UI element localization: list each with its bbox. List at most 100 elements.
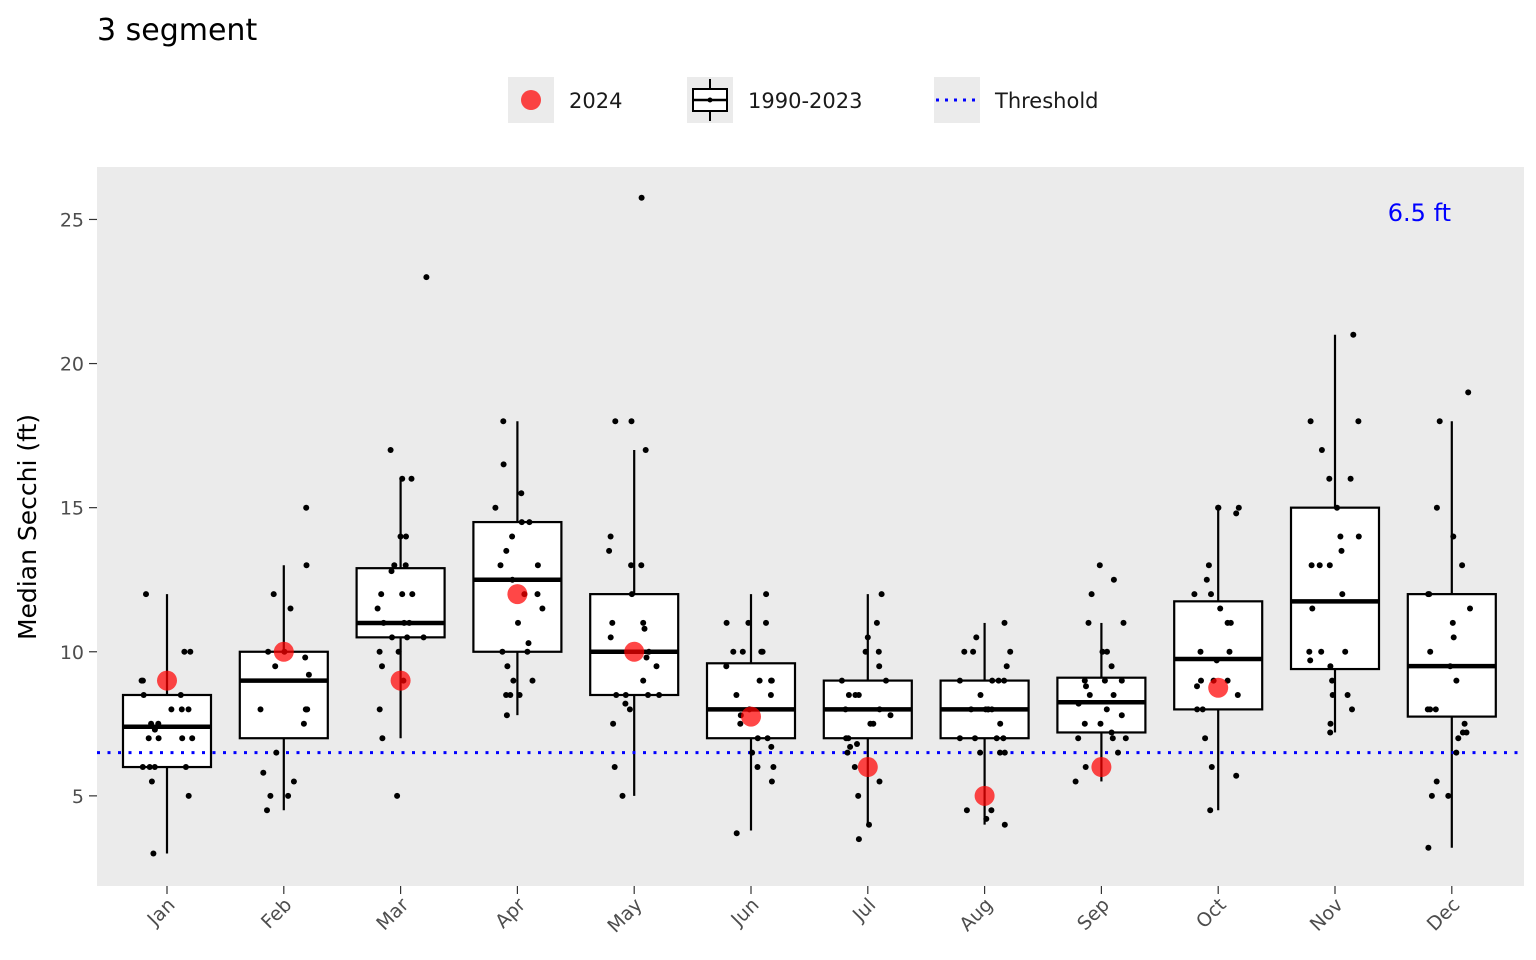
observation-point	[423, 274, 430, 281]
observation-point	[389, 634, 395, 641]
observation-point	[640, 619, 647, 626]
y-tick-label: 25	[60, 209, 84, 231]
observation-point	[847, 743, 854, 750]
observation-point	[645, 692, 651, 698]
observation-point	[1447, 663, 1454, 670]
point-2024-oct	[1208, 677, 1229, 698]
observation-point	[972, 735, 978, 742]
box-iqr	[1289, 506, 1381, 671]
observation-point	[526, 519, 533, 526]
observation-point	[265, 648, 272, 655]
observation-point	[878, 591, 885, 598]
observation-point	[1202, 735, 1209, 742]
boxplot-jul	[822, 594, 913, 825]
legend: 2024 1990-2023 Threshold	[508, 77, 1099, 123]
observation-point	[404, 634, 411, 641]
observation-point	[406, 619, 413, 626]
observation-point	[767, 692, 774, 698]
observation-point	[1306, 648, 1313, 655]
observation-point	[1433, 778, 1440, 785]
point-2024-jun	[741, 706, 761, 727]
x-tick-label: Oct	[1192, 894, 1231, 933]
observation-point	[622, 692, 629, 698]
observation-point	[420, 634, 427, 641]
observation-point	[409, 591, 416, 598]
observation-point	[1459, 729, 1466, 736]
observation-point	[1118, 712, 1125, 719]
legend-key-2024-point	[521, 90, 541, 110]
observation-point	[504, 663, 511, 670]
observation-point	[628, 562, 635, 569]
observation-point	[1096, 562, 1103, 569]
observation-point	[1449, 619, 1456, 626]
x-tick-label: Sep	[1073, 894, 1114, 935]
observation-point	[155, 720, 162, 727]
observation-point	[754, 764, 761, 770]
observation-point	[189, 735, 196, 742]
point-2024-feb	[273, 641, 294, 662]
observation-point	[376, 648, 383, 655]
observation-point	[178, 706, 185, 713]
observation-point	[1355, 418, 1362, 425]
observation-point	[303, 562, 310, 569]
observation-point	[1344, 692, 1351, 698]
observation-point	[1455, 735, 1462, 742]
observation-point	[187, 648, 194, 655]
observation-point	[1120, 619, 1127, 626]
observation-point	[977, 692, 984, 698]
observation-point	[270, 591, 277, 598]
observation-point	[645, 648, 652, 655]
y-tick-label: 20	[60, 354, 84, 376]
observation-point	[1445, 792, 1452, 799]
observation-point	[380, 619, 387, 626]
observation-point	[1097, 720, 1104, 727]
observation-point	[500, 418, 507, 425]
observation-point	[1427, 706, 1434, 713]
observation-point	[379, 735, 386, 742]
observation-point	[394, 792, 401, 799]
observation-point	[509, 576, 516, 583]
observation-point	[887, 712, 894, 719]
observation-point	[883, 677, 889, 684]
observation-point	[768, 743, 775, 750]
legend-label-1990-2023: 1990-2023	[748, 89, 862, 113]
observation-point	[267, 792, 274, 799]
observation-point	[845, 735, 852, 742]
observation-point	[875, 648, 882, 655]
observation-point	[1001, 677, 1008, 684]
legend-label-2024: 2024	[569, 89, 622, 113]
observation-point	[1103, 706, 1110, 713]
observation-point	[1001, 619, 1008, 626]
boxplot-layer	[121, 334, 1497, 854]
observation-point	[1436, 418, 1443, 425]
observation-point	[1465, 389, 1472, 396]
observation-point	[1110, 576, 1117, 583]
observation-point	[607, 533, 614, 540]
observation-point	[1316, 562, 1323, 569]
observation-point	[842, 706, 849, 713]
box-iqr	[238, 650, 329, 740]
observation-point	[185, 706, 192, 713]
observation-point	[756, 677, 763, 684]
observation-point	[140, 692, 147, 698]
observation-point	[1233, 510, 1240, 517]
observation-point	[988, 706, 995, 713]
x-axis: Jan Feb Mar Apr May Jun Jul Aug Sep Oct Nov Dec	[143, 886, 1464, 937]
boxplot-nov	[1289, 334, 1381, 733]
observation-point	[300, 720, 307, 727]
observation-point	[855, 792, 862, 799]
observation-point	[1085, 619, 1092, 626]
observation-point	[997, 720, 1004, 727]
observation-point	[733, 830, 740, 837]
observation-point	[408, 475, 415, 482]
observation-point	[374, 605, 381, 612]
observation-point	[737, 720, 744, 727]
observation-point	[988, 807, 995, 814]
observation-point	[1110, 692, 1117, 698]
y-axis: 5 10 15 20 25	[60, 209, 97, 808]
observation-point	[961, 648, 968, 655]
observation-point	[768, 778, 775, 785]
observation-point	[148, 720, 155, 727]
observation-point	[612, 418, 619, 425]
